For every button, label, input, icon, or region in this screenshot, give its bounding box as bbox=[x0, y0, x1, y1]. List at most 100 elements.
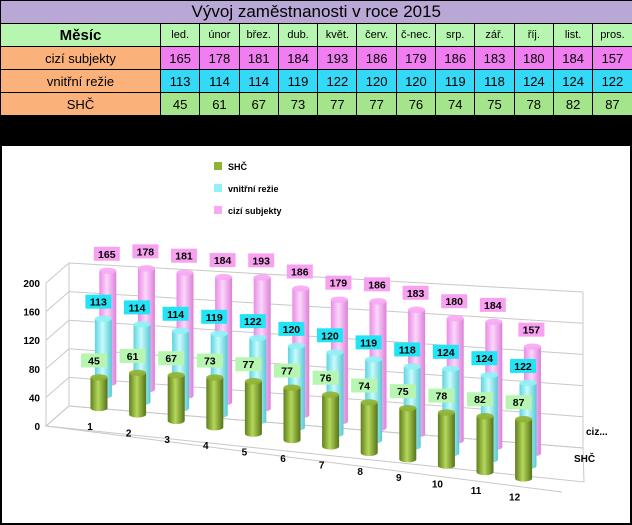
data-label: 186 bbox=[368, 279, 386, 291]
month-row: Měsíc led. únor břez. dub. květ. červ. č-nec. s… bbox=[0, 23, 632, 47]
value-cell: 178 bbox=[199, 46, 240, 70]
data-label: 124 bbox=[476, 353, 494, 365]
bar-cylinder bbox=[515, 419, 533, 482]
bar-cylinder bbox=[437, 412, 455, 469]
data-label-bg bbox=[317, 328, 343, 343]
y-tick-label: 0 bbox=[34, 422, 40, 433]
bar-cap bbox=[292, 285, 310, 292]
y-tick-label: 80 bbox=[29, 365, 41, 376]
bar-cap bbox=[322, 391, 340, 398]
y-tick-label: 120 bbox=[23, 336, 40, 347]
data-label: 193 bbox=[252, 255, 270, 267]
bar-cap bbox=[99, 267, 117, 274]
value-cell: 120 bbox=[395, 69, 437, 93]
legend-swatch bbox=[214, 206, 222, 214]
data-label: 180 bbox=[445, 296, 463, 308]
data-label: 122 bbox=[244, 316, 262, 328]
legend-label: SHČ bbox=[228, 161, 248, 172]
legend-swatch bbox=[214, 184, 222, 192]
data-label-bg bbox=[235, 357, 262, 372]
data-label: 120 bbox=[283, 324, 301, 336]
data-label: 114 bbox=[129, 302, 146, 314]
bar-cap bbox=[519, 379, 537, 387]
bar-cap bbox=[215, 273, 233, 281]
bar-cap bbox=[176, 269, 194, 276]
value-cell: 114 bbox=[199, 69, 240, 93]
bar-cylinder bbox=[399, 408, 417, 463]
data-label: 178 bbox=[137, 246, 155, 258]
data-label: 77 bbox=[243, 359, 255, 371]
data-label-bg bbox=[132, 244, 159, 259]
table-title: Vývoj zaměstnanosti v roce 2015 bbox=[0, 0, 632, 24]
bar-cap bbox=[287, 342, 305, 350]
month-cell: zář. bbox=[474, 23, 515, 47]
value-cell: 77 bbox=[356, 92, 397, 116]
data-label: 165 bbox=[98, 249, 116, 261]
data-label: 77 bbox=[281, 366, 293, 378]
bar-cap bbox=[129, 369, 147, 377]
value-cell: 184 bbox=[552, 46, 594, 70]
bar-cylinder bbox=[167, 375, 185, 424]
x-tick-label: 9 bbox=[396, 473, 402, 484]
data-label: 179 bbox=[330, 278, 348, 290]
data-label-bg bbox=[389, 384, 416, 399]
value-cell: 122 bbox=[317, 69, 358, 93]
value-cell: 113 bbox=[159, 69, 201, 93]
data-label: 120 bbox=[321, 330, 339, 342]
data-label: 124 bbox=[437, 347, 455, 359]
bar-cap bbox=[283, 384, 301, 391]
data-label: 118 bbox=[399, 344, 416, 356]
bar-cap bbox=[403, 363, 421, 370]
bar-cap bbox=[437, 409, 455, 416]
data-label: 74 bbox=[358, 380, 370, 392]
value-cell: 78 bbox=[513, 92, 554, 116]
x-tick-label: 4 bbox=[203, 441, 209, 452]
data-label: 61 bbox=[127, 351, 139, 363]
x-tick-label: 2 bbox=[126, 428, 132, 439]
data-label-bg bbox=[171, 248, 197, 263]
bar-cap bbox=[485, 318, 503, 326]
value-cell: 179 bbox=[395, 46, 437, 70]
y-tick-label: 40 bbox=[29, 393, 41, 404]
data-label-bg bbox=[428, 388, 455, 403]
series-axis-label: ciz... bbox=[586, 427, 608, 438]
data-label-bg bbox=[248, 253, 275, 268]
data-label: 113 bbox=[90, 297, 107, 309]
data-label-bg bbox=[81, 353, 107, 368]
table-row: cizí subjekty 165 178 181 184 193 186 179 186 18… bbox=[0, 46, 632, 70]
data-label-bg bbox=[274, 363, 300, 378]
bar-cap bbox=[90, 374, 108, 381]
data-label: 73 bbox=[204, 356, 216, 368]
bar-cap bbox=[94, 315, 112, 322]
data-label: 45 bbox=[88, 355, 100, 367]
data-label-bg bbox=[209, 253, 236, 268]
bar-cap bbox=[167, 372, 185, 379]
bar-cap bbox=[365, 356, 383, 363]
data-label: 184 bbox=[214, 255, 232, 267]
value-cell: 119 bbox=[435, 69, 476, 93]
bar-cylinder bbox=[476, 416, 494, 476]
data-label-bg bbox=[471, 351, 498, 366]
data-label-bg bbox=[441, 294, 468, 309]
value-cell: 186 bbox=[356, 46, 397, 70]
value-cell: 157 bbox=[592, 46, 632, 70]
bar-cylinder bbox=[360, 402, 378, 456]
data-label-bg bbox=[351, 378, 378, 393]
month-cell: břez. bbox=[238, 23, 279, 47]
value-cell: 76 bbox=[395, 92, 437, 116]
month-cell: říj. bbox=[513, 23, 554, 47]
x-tick-label: 6 bbox=[280, 454, 286, 465]
spacer-row bbox=[0, 115, 632, 129]
bar-cap bbox=[369, 298, 387, 305]
chart-legend: SHČ vnitřní režie cizí subjekty bbox=[214, 161, 282, 216]
data-label-bg bbox=[239, 314, 266, 329]
data-label: 78 bbox=[436, 391, 448, 403]
data-label-bg bbox=[325, 275, 352, 290]
data-table: Vývoj zaměstnanosti v roce 2015 Měsíc le… bbox=[0, 0, 632, 129]
data-label-bg bbox=[196, 353, 223, 368]
bar-cylinder bbox=[206, 377, 224, 431]
table-row: SHČ 45 61 67 73 77 77 76 74 75 78 82 87 bbox=[0, 92, 632, 116]
bar-cap bbox=[249, 334, 267, 342]
bar-cap bbox=[480, 371, 498, 379]
month-cell: červ. bbox=[356, 23, 397, 47]
